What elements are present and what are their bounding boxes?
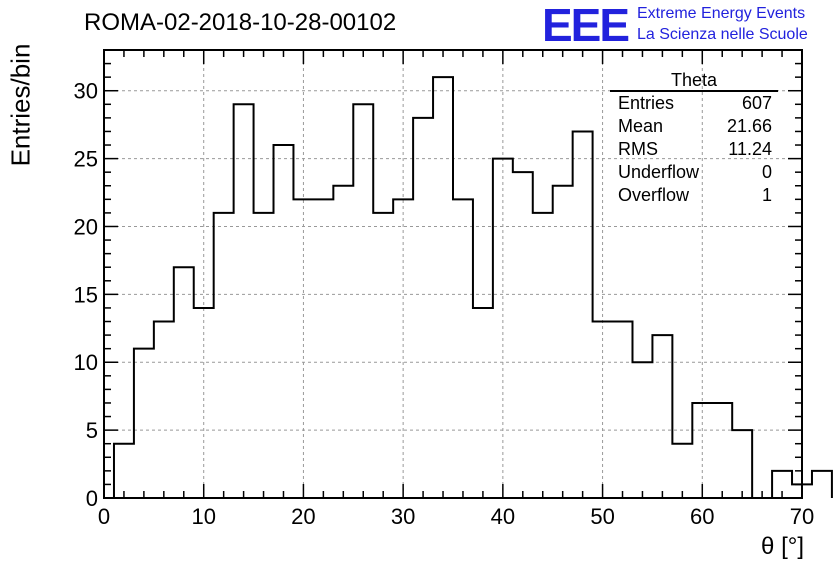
stats-row: Entries 607: [610, 92, 778, 115]
stats-value: 1: [761, 185, 772, 205]
stats-row: Underflow 0: [610, 161, 778, 184]
logo-caption-line2: La Scienza nelle Scuole: [637, 26, 808, 43]
stats-value: 607: [741, 93, 772, 113]
stats-row: RMS 11.24: [610, 138, 778, 161]
y-tick-label: 5: [86, 418, 98, 443]
plot-frame: [103, 49, 803, 499]
stats-label: Overflow: [618, 185, 690, 205]
x-tick-label: 10: [191, 504, 215, 529]
y-tick-label: 0: [86, 486, 98, 511]
stats-title: Theta: [610, 70, 778, 92]
stats-row: Mean 21.66: [610, 115, 778, 138]
eee-logo: EEE: [542, 0, 630, 51]
x-tick-label: 50: [590, 504, 614, 529]
x-tick-label: 30: [391, 504, 415, 529]
x-axis-label: θ [°]: [761, 533, 804, 560]
stats-label: Mean: [618, 116, 664, 136]
histogram-series: [112, 76, 833, 499]
x-tick-labels: 0 10 20 30 40 50 60 70: [98, 504, 814, 529]
stats-label: Entries: [618, 93, 675, 113]
chart-title: ROMA-02-2018-10-28-00102: [84, 9, 397, 36]
stats-row: Overflow 1: [610, 184, 778, 207]
y-axis-label: Entries/bin: [5, 43, 36, 167]
x-tick-label: 70: [790, 504, 814, 529]
y-axis-label-box: Entries/bin: [5, 30, 36, 180]
x-tick-label: 0: [98, 504, 110, 529]
axis-ticks: [103, 49, 803, 499]
y-tick-label: 30: [74, 79, 98, 104]
stats-value: 11.24: [728, 139, 772, 159]
stats-value: 0: [761, 162, 772, 182]
y-tick-labels: 0 5 10 15 20 25 30: [74, 79, 98, 511]
x-tick-label: 40: [491, 504, 515, 529]
y-tick-label: 10: [74, 350, 98, 375]
x-tick-label: 60: [690, 504, 714, 529]
stats-label: RMS: [618, 139, 658, 159]
stats-box: Theta Entries 607 Mean 21.66 RMS 11.24 Unde…: [610, 70, 778, 207]
stats-label: Underflow: [618, 162, 700, 182]
stats-value: 21.66: [726, 116, 772, 136]
y-tick-label: 20: [74, 214, 98, 239]
logo-caption-line1: Extreme Energy Events: [637, 5, 806, 22]
x-tick-label: 20: [291, 504, 315, 529]
y-tick-label: 15: [74, 282, 98, 307]
logo-caption: Extreme Energy Events La Scienza nelle S…: [637, 3, 808, 45]
y-tick-label: 25: [74, 147, 98, 172]
